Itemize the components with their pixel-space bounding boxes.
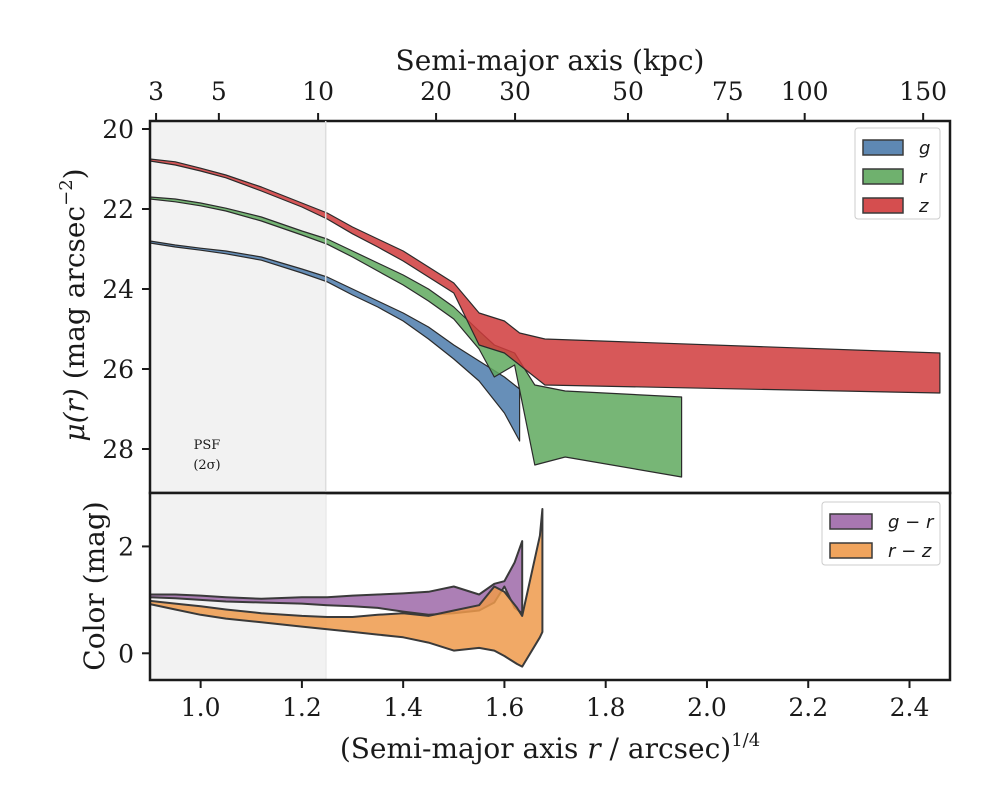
- legend-label: r − z: [888, 541, 932, 562]
- top-y-ticks: 20 22 24 26 28: [102, 115, 150, 464]
- legend-swatch: [829, 513, 873, 530]
- top-legend: grz: [854, 127, 941, 220]
- band-z: [149, 158, 941, 394]
- top-y-title-close: ): [58, 168, 91, 179]
- kpc-tick-label: 50: [612, 77, 644, 106]
- legend-swatch: [862, 168, 904, 185]
- band-rz: [149, 508, 544, 668]
- color-series: [149, 508, 544, 668]
- band-r: [149, 196, 683, 478]
- bottom-y-axis-title: Color (mag): [78, 501, 111, 670]
- legend-label: g: [919, 138, 930, 159]
- kpc-tick-label: 20: [420, 77, 452, 106]
- psf-shaded-region: [150, 121, 326, 493]
- x-tick-label: 1.2: [282, 693, 322, 722]
- psf-label-line2: (2σ): [193, 458, 220, 473]
- x-tick-label: 1.4: [383, 693, 423, 722]
- bottom-axis-title-tail: / arcsec): [601, 732, 732, 765]
- color-y-tick-label: 2: [118, 532, 134, 561]
- bottom-panel-frame: [148, 491, 952, 682]
- y-tick-label: 20: [102, 115, 134, 144]
- top-y-axis-title: μ(r) (mag arcsec−2): [56, 168, 91, 441]
- band-g: [149, 240, 521, 442]
- psf-label-line1: PSF: [194, 438, 221, 453]
- legend-swatch: [862, 139, 904, 156]
- kpc-tick-label: 30: [499, 77, 531, 106]
- top-axis-title: Semi-major axis (kpc): [396, 44, 705, 77]
- y-tick-label: 22: [102, 195, 134, 224]
- x-tick-label: 2.2: [788, 693, 828, 722]
- legend-swatch: [829, 542, 873, 559]
- bottom-axis-title-r: r: [587, 732, 602, 765]
- x-tick-label: 1.8: [586, 693, 626, 722]
- surface-brightness-series: [149, 158, 941, 478]
- psf-shaded-region-color: [150, 493, 326, 680]
- legend-label: g − r: [888, 512, 935, 533]
- top-y-title-r: (r): [58, 388, 91, 423]
- bottom-y-ticks: 02: [118, 532, 150, 668]
- kpc-tick-label: 3: [148, 77, 164, 106]
- x-tick-label: 2.0: [687, 693, 727, 722]
- bottom-legend: g − r r − z: [821, 501, 941, 566]
- legend-swatch: [862, 197, 904, 214]
- x-tick-label: 1.0: [181, 693, 221, 722]
- top-y-title-exp: −2: [56, 179, 77, 206]
- kpc-tick-label: 150: [899, 77, 947, 106]
- top-y-title-mu: μ: [58, 423, 91, 441]
- bottom-axis-title: (Semi-major axis r / arcsec)1/4: [340, 730, 760, 765]
- y-tick-label: 28: [102, 435, 134, 464]
- color-panel: 02 1.0 1.2 1.4 1.6 1.8 2.0 2.2 2.4 g − rr − z: [118, 491, 952, 722]
- x-tick-label: 1.6: [485, 693, 525, 722]
- legend-label: r: [919, 167, 928, 188]
- top-x-ticks-kpc: 3 5 10 20 30 50 75 100 150: [148, 77, 947, 121]
- y-tick-label: 24: [102, 275, 134, 304]
- color-y-tick-label: 0: [118, 639, 134, 668]
- bottom-axis-title-exp: 1/4: [731, 730, 760, 751]
- kpc-tick-label: 75: [712, 77, 744, 106]
- y-tick-label: 26: [102, 355, 134, 384]
- kpc-tick-label: 100: [781, 77, 829, 106]
- top-y-title-units: (mag arcsec: [58, 206, 91, 388]
- bottom-x-ticks: 1.0 1.2 1.4 1.6 1.8 2.0 2.2 2.4: [181, 680, 930, 722]
- x-tick-label: 2.4: [890, 693, 930, 722]
- kpc-tick-label: 10: [302, 77, 334, 106]
- kpc-tick-label: 5: [211, 77, 227, 106]
- bottom-axis-title-main: (Semi-major axis: [340, 732, 587, 765]
- legend-label: z: [918, 196, 929, 217]
